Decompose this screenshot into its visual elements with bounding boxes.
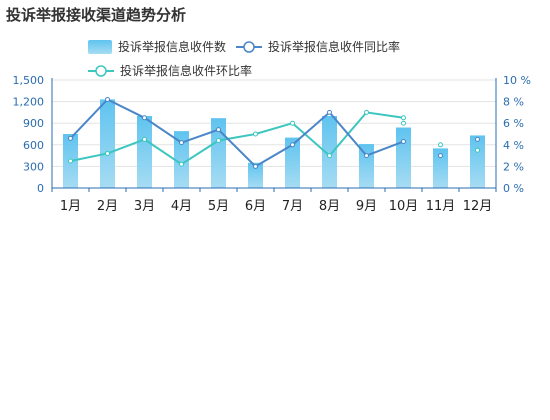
y-left-tick-label: 600 bbox=[23, 139, 44, 152]
x-tick-label: 3月 bbox=[134, 199, 155, 214]
yoy-point bbox=[475, 136, 480, 142]
x-tick-label: 5月 bbox=[208, 199, 229, 214]
y-left-tick-label: 0 bbox=[37, 182, 44, 195]
yoy-point bbox=[253, 163, 258, 169]
bar bbox=[211, 118, 226, 188]
y-left-tick-label: 900 bbox=[23, 117, 44, 130]
bar bbox=[396, 127, 411, 188]
yoy-point bbox=[327, 109, 332, 115]
bar bbox=[433, 148, 448, 188]
legend-label-yoy: 投诉举报信息收件同比率 bbox=[268, 40, 401, 54]
yoy-point bbox=[216, 127, 221, 133]
yoy-point bbox=[364, 153, 369, 159]
y-left-tick-label: 1,500 bbox=[13, 74, 45, 87]
bar bbox=[248, 162, 263, 188]
y-left-tick-label: 1,200 bbox=[13, 96, 45, 109]
mom-point bbox=[364, 109, 369, 115]
y-right-tick-label: 2 % bbox=[503, 160, 524, 173]
x-tick-label: 8月 bbox=[319, 199, 340, 214]
bar bbox=[100, 99, 115, 188]
chart-title: 投诉举报接收渠道趋势分析 bbox=[6, 6, 187, 24]
mom-point bbox=[68, 158, 73, 164]
x-tick-label: 9月 bbox=[356, 199, 377, 214]
x-tick-label: 2月 bbox=[97, 199, 118, 214]
legend-yoy-swatch bbox=[236, 40, 262, 53]
bar bbox=[174, 131, 189, 188]
y-right-tick-label: 6 % bbox=[503, 117, 524, 130]
y-right-tick-label: 8 % bbox=[503, 96, 524, 109]
y-left-tick-label: 300 bbox=[23, 160, 44, 173]
bar bbox=[285, 137, 300, 188]
yoy-point bbox=[290, 142, 295, 148]
legend-mom-swatch bbox=[88, 64, 114, 77]
y-right-tick-label: 4 % bbox=[503, 139, 524, 152]
bar bbox=[137, 116, 152, 188]
mom-point bbox=[142, 136, 147, 142]
legend-label-count: 投诉举报信息收件数 bbox=[118, 40, 227, 54]
mom-point bbox=[105, 150, 110, 156]
mom-point bbox=[290, 120, 295, 126]
yoy-point bbox=[401, 139, 406, 145]
mom-point bbox=[253, 131, 258, 137]
bar bbox=[322, 116, 337, 188]
yoy-point bbox=[105, 96, 110, 102]
yoy-line bbox=[69, 98, 404, 168]
x-tick-label: 6月 bbox=[245, 199, 266, 214]
legend-item-count[interactable]: 投诉举报信息收件数 bbox=[88, 38, 226, 55]
x-tick-label: 4月 bbox=[171, 199, 192, 214]
x-tick-label: 11月 bbox=[426, 199, 456, 214]
y-right-tick-label: 0 % bbox=[503, 182, 524, 195]
yoy-point bbox=[142, 115, 147, 121]
mom-point bbox=[401, 120, 406, 126]
mom-point bbox=[327, 153, 332, 159]
yoy-point bbox=[438, 153, 443, 159]
x-tick-label: 12月 bbox=[463, 199, 493, 214]
legend-bar-swatch bbox=[88, 39, 112, 54]
yoy-point bbox=[68, 135, 73, 141]
legend-item-mom[interactable]: 投诉举报信息收件环比率 bbox=[88, 62, 252, 79]
legend-label-mom: 投诉举报信息收件环比率 bbox=[120, 64, 253, 78]
x-tick-label: 10月 bbox=[389, 199, 419, 214]
mom-point bbox=[438, 142, 443, 148]
mom-point bbox=[401, 115, 406, 121]
x-tick-label: 1月 bbox=[60, 199, 81, 214]
yoy-point bbox=[179, 140, 184, 146]
bar bbox=[470, 135, 485, 188]
mom-point bbox=[216, 137, 221, 143]
mom-point bbox=[475, 147, 480, 153]
mom-line bbox=[70, 111, 404, 166]
legend-item-yoy[interactable]: 投诉举报信息收件同比率 bbox=[236, 38, 400, 55]
mom-point bbox=[179, 161, 184, 167]
x-tick-label: 7月 bbox=[282, 199, 303, 214]
y-right-tick-label: 10 % bbox=[503, 74, 531, 87]
